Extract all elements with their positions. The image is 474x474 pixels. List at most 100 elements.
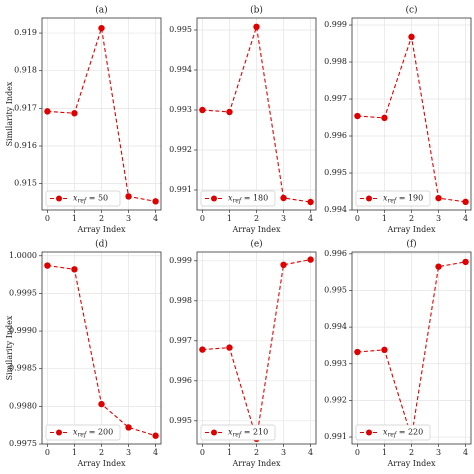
subplot-title: (e) xyxy=(250,239,262,250)
legend-marker xyxy=(211,195,217,202)
x-axis-label: Array Index xyxy=(387,459,436,468)
y-tick-label: 0.998 xyxy=(324,57,347,66)
x-tick-label: 3 xyxy=(281,448,286,457)
subplot: (d) 0.9975 0.9980 0.9985 0.9990 0.9995 1.0000 0… xyxy=(5,239,162,468)
plot-frame xyxy=(351,17,472,211)
x-tick-label: 3 xyxy=(281,214,286,223)
y-tick-label: 0.996 xyxy=(324,249,347,258)
subplot-title: (d) xyxy=(95,239,108,250)
x-tick-label: 3 xyxy=(436,448,441,457)
x-tick-label: 0 xyxy=(355,214,360,223)
data-point xyxy=(152,432,159,439)
legend-label: xref = 220 xyxy=(383,428,423,439)
data-point xyxy=(71,266,78,273)
y-tick-label: 0.992 xyxy=(169,145,192,154)
x-tick-label: 2 xyxy=(254,448,259,457)
y-tick-label: 0.995 xyxy=(324,168,347,177)
x-tick-label: 4 xyxy=(463,448,468,457)
subplot-title: (a) xyxy=(95,5,107,16)
y-tick-label: 0.993 xyxy=(324,359,347,368)
data-point xyxy=(98,24,105,32)
data-point xyxy=(152,198,159,205)
x-tick-label: 0 xyxy=(355,448,360,457)
plot-frame xyxy=(196,17,317,211)
subplot: (f) 0.991 0.992 0.993 0.994 0.995 0.996 0 1 2 3 4 Ar… xyxy=(324,239,472,468)
x-tick-label: 0 xyxy=(45,214,50,223)
x-tick-label: 0 xyxy=(200,214,205,223)
legend-marker xyxy=(211,429,217,436)
x-tick-label: 3 xyxy=(436,214,441,223)
data-point xyxy=(354,112,361,120)
y-tick-label: 0.996 xyxy=(324,131,347,140)
x-tick-label: 4 xyxy=(153,214,158,223)
subplot-title: (f) xyxy=(406,239,416,250)
legend-label: xref = 200 xyxy=(73,428,113,439)
data-point xyxy=(44,262,51,269)
y-tick-label: 0.9975 xyxy=(9,439,37,448)
y-tick-label: 0.999 xyxy=(169,256,192,265)
legend-box xyxy=(355,424,431,441)
x-tick-label: 2 xyxy=(409,448,414,457)
y-tick-label: 0.916 xyxy=(14,141,37,150)
y-tick-label: 0.992 xyxy=(324,395,347,404)
legend-label: xref = 210 xyxy=(228,428,268,439)
data-point xyxy=(199,106,206,114)
y-tick-label: 0.994 xyxy=(324,205,347,214)
subplot-title: (c) xyxy=(405,5,417,16)
y-tick-label: 0.991 xyxy=(169,185,192,194)
y-axis-label: Similarity Index xyxy=(5,315,14,380)
data-point xyxy=(71,110,78,117)
data-point xyxy=(307,198,314,206)
y-tick-label: 1.0000 xyxy=(9,251,37,260)
y-tick-label: 0.919 xyxy=(14,28,37,37)
data-point xyxy=(462,258,469,266)
x-tick-label: 1 xyxy=(72,214,77,223)
data-point xyxy=(226,344,233,351)
x-axis-label: Array Index xyxy=(232,225,281,234)
legend-box xyxy=(45,190,121,207)
legend-marker xyxy=(56,195,62,202)
plot-frame xyxy=(41,251,162,445)
data-point xyxy=(226,108,233,116)
y-tick-label: 0.917 xyxy=(14,103,37,112)
x-tick-label: 4 xyxy=(463,214,468,223)
y-tick-label: 0.998 xyxy=(169,296,192,305)
x-tick-label: 2 xyxy=(409,214,414,223)
series-line xyxy=(47,27,156,202)
x-tick-label: 2 xyxy=(99,448,104,457)
y-tick-label: 0.997 xyxy=(324,94,347,103)
x-axis-label: Array Index xyxy=(77,225,126,234)
y-tick-label: 0.9985 xyxy=(9,364,37,373)
y-tick-label: 0.995 xyxy=(324,285,347,294)
x-axis-label: Array Index xyxy=(77,459,126,468)
legend-box xyxy=(200,424,276,441)
data-point xyxy=(307,256,314,263)
plot-frame xyxy=(196,251,317,445)
data-point xyxy=(354,348,361,356)
y-tick-label: 0.9990 xyxy=(9,326,37,335)
data-point xyxy=(462,198,469,206)
legend-label: xref = 180 xyxy=(228,194,268,205)
legend-box xyxy=(355,190,431,207)
x-tick-label: 2 xyxy=(99,214,104,223)
x-tick-label: 4 xyxy=(153,448,158,457)
subplot: (e) 0.995 0.996 0.997 0.998 0.999 0 1 2 3 4 Array I… xyxy=(169,239,317,468)
x-tick-label: 4 xyxy=(308,214,313,223)
legend-label: xref = 50 xyxy=(73,194,108,205)
y-tick-label: 0.9995 xyxy=(9,288,37,297)
y-tick-label: 0.995 xyxy=(169,25,192,34)
y-tick-label: 0.996 xyxy=(169,376,192,385)
x-tick-label: 2 xyxy=(254,214,259,223)
y-tick-label: 0.991 xyxy=(324,432,347,441)
legend-marker xyxy=(56,429,62,436)
legend-box xyxy=(200,190,276,207)
y-tick-label: 0.918 xyxy=(14,66,37,75)
data-point xyxy=(408,33,415,41)
plot-frame xyxy=(351,251,472,445)
x-tick-label: 3 xyxy=(126,214,131,223)
plot-frame xyxy=(41,17,162,211)
x-tick-label: 4 xyxy=(308,448,313,457)
y-tick-label: 0.999 xyxy=(324,20,347,29)
subplot: (b) 0.991 0.992 0.993 0.994 0.995 0 1 2 3 4 Array I… xyxy=(169,5,317,234)
